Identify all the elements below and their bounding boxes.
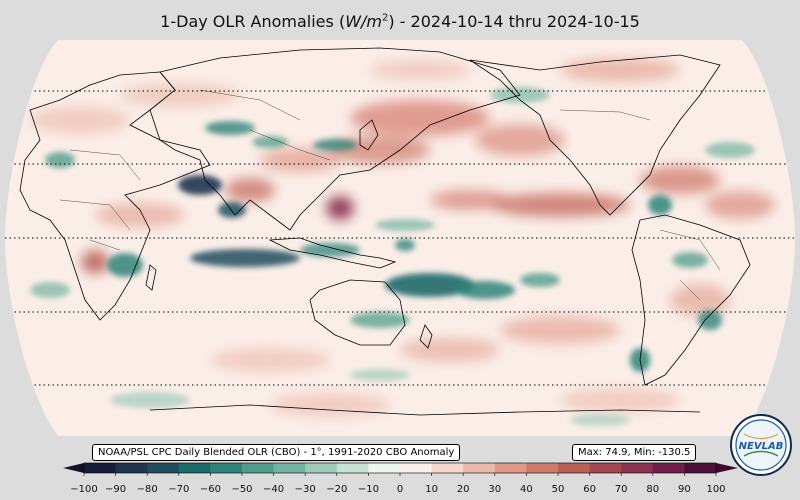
colorbar-tick-label: −10 <box>357 484 379 495</box>
title-unit: W/m <box>345 12 382 31</box>
coastline-north-america <box>469 54 721 216</box>
title-prefix: 1-Day OLR Anomalies ( <box>160 12 346 31</box>
colorbar-tick-label: 90 <box>678 484 691 495</box>
colorbar-tick-label: −30 <box>294 484 316 495</box>
globe <box>5 40 795 436</box>
colorbar-segment <box>400 463 433 473</box>
colorbar-tick-label: −80 <box>136 484 158 495</box>
colorbar-tick-label: −100 <box>70 484 98 495</box>
colorbar-tick-label: 50 <box>551 484 565 495</box>
nevlab-logo: NEVLAB <box>730 414 792 476</box>
colorbar-segment <box>589 463 622 473</box>
colorbar-tick-label: 20 <box>456 484 470 495</box>
colorbar-segments <box>84 463 717 473</box>
colorbar-extend-low <box>63 463 84 473</box>
colorbar-tick-label: −60 <box>199 484 221 495</box>
colorbar-tick-label: 0 <box>396 484 404 495</box>
coastline-madagascar <box>145 264 157 291</box>
title-suffix: ) - 2024-10-14 thru 2024-10-15 <box>388 12 640 31</box>
coastline-japan <box>359 119 379 151</box>
graticule-lines <box>5 90 795 386</box>
colorbar-tick-label: −40 <box>263 484 285 495</box>
colorbar-segment <box>368 463 401 473</box>
logo-text: NEVLAB <box>739 441 784 452</box>
colorbar-segment <box>210 463 243 473</box>
coastline-australia <box>309 279 406 346</box>
coastline-new-zealand <box>419 324 433 349</box>
coastline-maritime-continent <box>268 237 397 269</box>
colorbar-segment <box>147 463 180 473</box>
colorbar-extend-high <box>716 463 738 473</box>
coastline-asia <box>149 47 521 231</box>
colorbar-segment <box>652 463 685 473</box>
colorbar-tick-label: −90 <box>105 484 127 495</box>
colorbar-segment <box>84 463 117 473</box>
colorbar-segment <box>621 463 654 473</box>
colorbar-tick-label: 100 <box>706 484 726 495</box>
coastline-south-america <box>631 214 751 386</box>
colorbar-tick-label: −20 <box>326 484 348 495</box>
colorbar-tick-label: 80 <box>646 484 660 495</box>
colorbar-segment <box>178 463 211 473</box>
colorbar-segment <box>463 463 496 473</box>
colorbar-tick-label: 10 <box>425 484 438 495</box>
colorbar-tick-marks <box>83 473 717 476</box>
colorbar-segment <box>115 463 148 473</box>
country-borders <box>59 89 721 301</box>
max-min-stats: Max: 74.9, Min: -130.5 <box>572 444 697 461</box>
colorbar-segment <box>494 463 527 473</box>
colorbar-segment <box>336 463 369 473</box>
colorbar-segment <box>305 463 338 473</box>
colorbar-tick-label: 70 <box>614 484 628 495</box>
map-title: 1-Day OLR Anomalies (W/m2) - 2024-10-14 … <box>0 12 800 31</box>
colorbar-tick-label: 60 <box>583 484 596 495</box>
colorbar-segment <box>558 463 591 473</box>
colorbar-segment <box>526 463 559 473</box>
colorbar-tick-label: −70 <box>168 484 190 495</box>
colorbar <box>63 462 738 476</box>
colorbar-tick-label: 40 <box>520 484 533 495</box>
colorbar-tick-label: −50 <box>231 484 253 495</box>
coastlines <box>19 47 751 416</box>
colorbar-segment <box>273 463 306 473</box>
colorbar-segment <box>684 463 717 473</box>
colorbar-segment <box>431 463 464 473</box>
positive-anomaly-field <box>30 58 775 417</box>
coastline-antarctica <box>149 404 701 416</box>
data-source-label: NOAA/PSL CPC Daily Blended OLR (CBO) - 1… <box>92 444 461 461</box>
colorbar-segment <box>242 463 275 473</box>
colorbar-tick-label: 30 <box>488 484 502 495</box>
title-unit-exponent: 2 <box>381 12 389 24</box>
